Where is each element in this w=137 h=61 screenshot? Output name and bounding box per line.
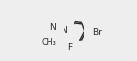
Text: Br: Br bbox=[92, 28, 102, 37]
Text: F: F bbox=[67, 43, 72, 52]
Text: CH₃: CH₃ bbox=[42, 38, 57, 47]
Text: N: N bbox=[60, 26, 67, 35]
Text: N: N bbox=[50, 23, 56, 32]
